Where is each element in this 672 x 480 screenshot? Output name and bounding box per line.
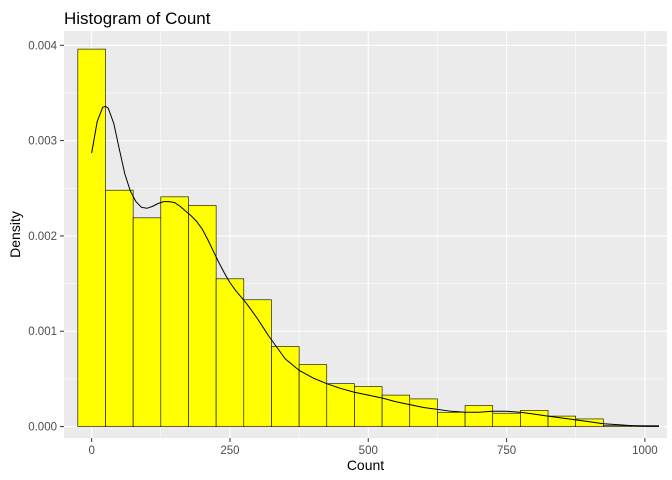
density-curve (91, 105, 659, 427)
x-tick-label: 500 (359, 445, 378, 457)
histogram-bars (77, 48, 660, 427)
histogram-bar (464, 405, 494, 427)
histogram-bar (381, 394, 411, 427)
y-axis-ticks: 0.000 0.001 0.002 0.003 0.004 (28, 40, 64, 434)
x-tick-label: 250 (220, 445, 239, 457)
y-tick-label: 0.001 (28, 326, 57, 338)
histogram-bar (215, 278, 245, 427)
histogram-bar (354, 386, 383, 427)
x-axis-ticks: 0 250 500 750 1000 (88, 438, 658, 457)
histogram-bar (492, 412, 521, 427)
minor-gridlines (64, 31, 667, 438)
histogram-bar (437, 411, 466, 427)
chart-title: Histogram of Count (64, 9, 211, 28)
y-tick-label: 0.002 (28, 231, 57, 243)
histogram-bar (132, 217, 162, 427)
histogram-bar (105, 189, 134, 427)
histogram-bar (575, 418, 604, 427)
y-tick-label: 0.003 (28, 136, 57, 148)
histogram-bar (77, 48, 106, 427)
histogram-bar (188, 205, 217, 427)
x-axis-title: Count (347, 457, 384, 473)
x-tick-label: 1000 (632, 445, 658, 457)
histogram-bar (271, 346, 300, 427)
y-axis-title: Density (7, 211, 23, 258)
x-tick-label: 750 (497, 445, 516, 457)
histogram-bar (298, 364, 328, 427)
x-tick-label: 0 (88, 445, 94, 457)
histogram-bar (409, 398, 438, 427)
histogram-bar (160, 196, 189, 427)
y-tick-label: 0.000 (28, 422, 57, 434)
histogram-bar (326, 383, 355, 427)
y-tick-label: 0.004 (28, 40, 57, 52)
